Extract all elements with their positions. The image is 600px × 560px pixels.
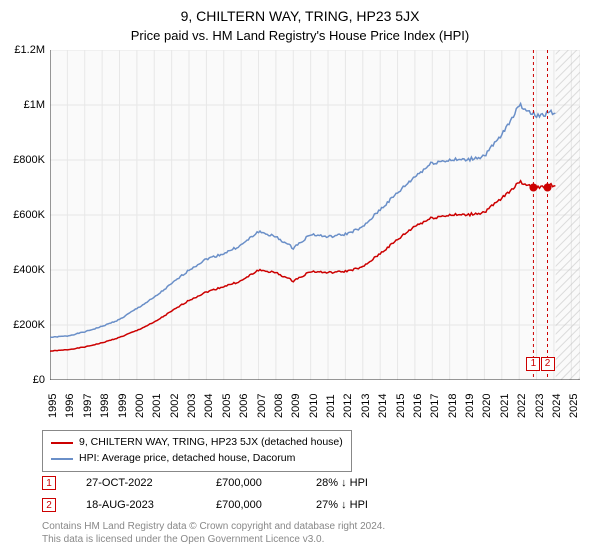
x-axis-label: 2017 (429, 394, 441, 418)
chart-svg (50, 50, 580, 380)
legend-box: 9, CHILTERN WAY, TRING, HP23 5JX (detach… (42, 430, 352, 472)
x-axis-label: 2005 (221, 394, 233, 418)
legend-label-hpi: HPI: Average price, detached house, Daco… (79, 451, 295, 467)
legend-label-price-paid: 9, CHILTERN WAY, TRING, HP23 5JX (detach… (79, 435, 343, 451)
annotation-diff-1: 28% ↓ HPI (316, 477, 406, 489)
x-axis-label: 2021 (499, 394, 511, 418)
x-axis-label: 2015 (395, 394, 407, 418)
y-axis-label: £400K (0, 264, 45, 276)
annotation-row-2: 2 18-AUG-2023 £700,000 27% ↓ HPI (42, 494, 406, 516)
annotation-table: 1 27-OCT-2022 £700,000 28% ↓ HPI 2 18-AU… (42, 472, 406, 516)
chart-plot-area: £0£200K£400K£600K£800K£1M£1.2M1995199619… (50, 50, 580, 380)
footer-line1: Contains HM Land Registry data © Crown c… (42, 520, 385, 533)
x-axis-label: 2010 (308, 394, 320, 418)
y-axis-label: £0 (0, 374, 45, 386)
y-axis-label: £1.2M (0, 44, 45, 56)
x-axis-label: 2018 (447, 394, 459, 418)
chart-marker-1-icon: 1 (526, 357, 540, 371)
x-axis-label: 2020 (481, 394, 493, 418)
x-axis-label: 2008 (273, 394, 285, 418)
annotation-marker-1-icon: 1 (42, 476, 56, 490)
x-axis-label: 2009 (290, 394, 302, 418)
footer-line2: This data is licensed under the Open Gov… (42, 533, 385, 546)
x-axis-label: 1995 (47, 394, 59, 418)
x-axis-label: 2013 (360, 394, 372, 418)
annotation-price-2: £700,000 (216, 499, 286, 511)
x-axis-label: 2004 (203, 394, 215, 418)
x-axis-label: 2023 (534, 394, 546, 418)
x-axis-label: 2011 (325, 394, 337, 418)
x-axis-label: 1998 (99, 394, 111, 418)
x-axis-label: 2016 (412, 394, 424, 418)
y-axis-label: £1M (0, 99, 45, 111)
y-axis-label: £200K (0, 319, 45, 331)
x-axis-label: 2022 (516, 394, 528, 418)
footer-attribution: Contains HM Land Registry data © Crown c… (42, 520, 385, 546)
chart-title-address: 9, CHILTERN WAY, TRING, HP23 5JX (0, 0, 600, 24)
annotation-date-1: 27-OCT-2022 (86, 477, 186, 489)
x-axis-label: 1999 (117, 394, 129, 418)
chart-container: 9, CHILTERN WAY, TRING, HP23 5JX Price p… (0, 0, 600, 560)
annotation-marker-2-icon: 2 (42, 498, 56, 512)
x-axis-label: 2000 (134, 394, 146, 418)
legend-swatch-price-paid (51, 442, 73, 444)
y-axis-label: £800K (0, 154, 45, 166)
x-axis-label: 1996 (64, 394, 76, 418)
x-axis-label: 2006 (238, 394, 250, 418)
legend-item-price-paid: 9, CHILTERN WAY, TRING, HP23 5JX (detach… (51, 435, 343, 451)
chart-subtitle: Price paid vs. HM Land Registry's House … (0, 24, 600, 43)
x-axis-label: 2003 (186, 394, 198, 418)
x-axis-label: 2001 (151, 394, 163, 418)
y-axis-label: £600K (0, 209, 45, 221)
x-axis-label: 2024 (551, 394, 563, 418)
legend-item-hpi: HPI: Average price, detached house, Daco… (51, 451, 343, 467)
legend-swatch-hpi (51, 458, 73, 460)
x-axis-label: 2012 (342, 394, 354, 418)
x-axis-label: 2025 (568, 394, 580, 418)
x-axis-label: 2002 (169, 394, 181, 418)
annotation-diff-2: 27% ↓ HPI (316, 499, 406, 511)
x-axis-label: 1997 (82, 394, 94, 418)
x-axis-label: 2007 (256, 394, 268, 418)
annotation-price-1: £700,000 (216, 477, 286, 489)
x-axis-label: 2014 (377, 394, 389, 418)
x-axis-label: 2019 (464, 394, 476, 418)
chart-marker-2-icon: 2 (541, 357, 555, 371)
annotation-date-2: 18-AUG-2023 (86, 499, 186, 511)
annotation-row-1: 1 27-OCT-2022 £700,000 28% ↓ HPI (42, 472, 406, 494)
